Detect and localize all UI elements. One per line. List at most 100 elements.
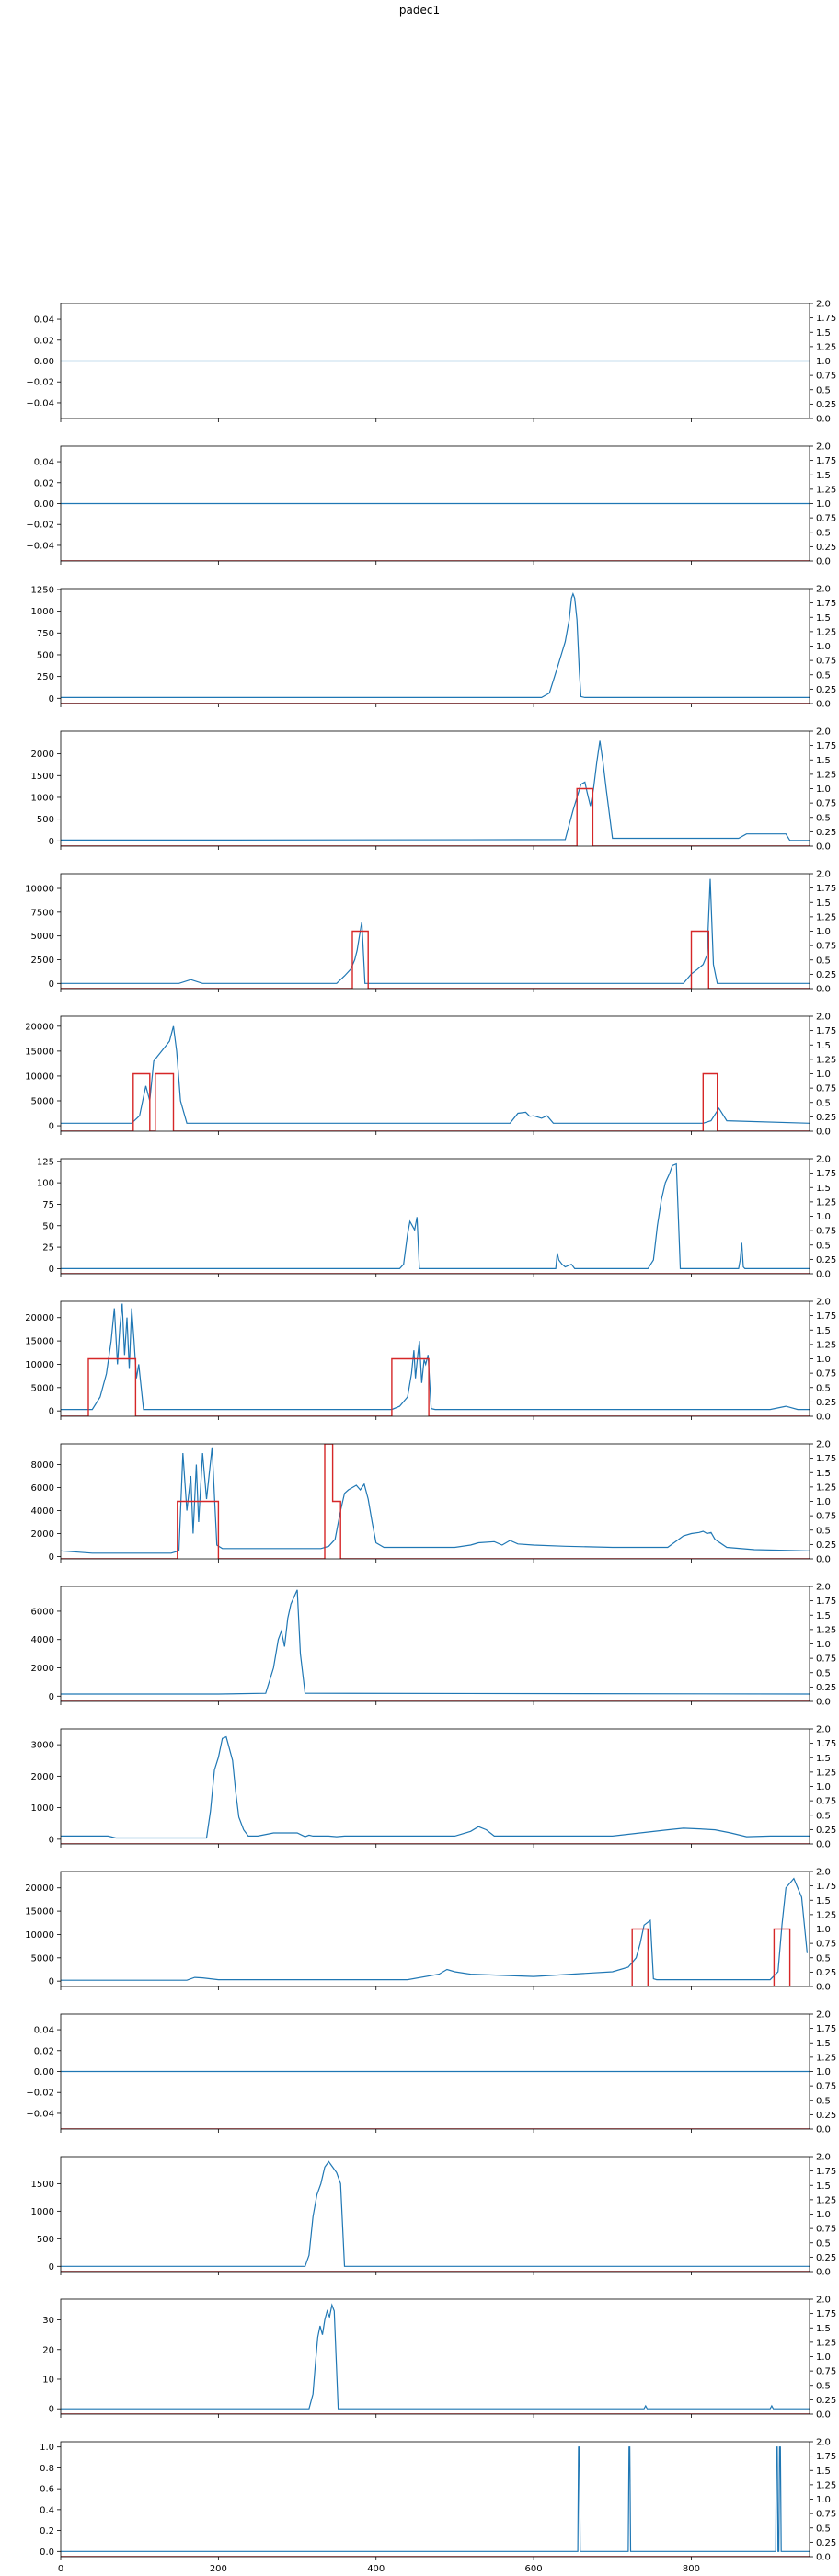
y-tick-label: 0.2 (40, 2526, 54, 2536)
y2-tick-label: 1.0 (816, 1355, 831, 1365)
y2-tick-label: 1.0 (816, 927, 831, 937)
y2-tick-label: 1.0 (816, 1212, 831, 1222)
mask-line (61, 1928, 810, 1986)
y2-tick-label: 0.75 (816, 2367, 836, 2377)
y2-tick-label: 2.0 (816, 2296, 831, 2306)
y-tick-label: 1500 (31, 2180, 54, 2190)
y-tick-label: 0 (49, 1552, 54, 1563)
axes-frame (60, 1871, 810, 1987)
y2-tick-label: 1.5 (816, 1326, 831, 1336)
y2-tick-label: 1.75 (816, 741, 836, 751)
y2-tick-label: 1.5 (816, 2039, 831, 2049)
axes-frame (60, 445, 810, 562)
y2-tick-label: 0.0 (816, 557, 831, 567)
y2-tick-label: 1.5 (816, 1041, 831, 1051)
axes-frame (60, 2156, 810, 2273)
y2-tick-label: 1.75 (816, 1311, 836, 1322)
y-tick-label: 0.6 (40, 2485, 54, 2495)
axes-frame (60, 1586, 810, 1702)
y-tick-label: 20000 (25, 1313, 54, 1323)
y-tick-label: 0.0 (40, 2547, 54, 2558)
y-tick-label: 5000 (31, 1096, 54, 1106)
y2-tick-label: 2.0 (816, 300, 831, 310)
y2-tick-label: 0.5 (816, 528, 831, 538)
y-tick-label: 500 (37, 650, 54, 660)
y2-tick-label: 0.25 (816, 543, 836, 553)
y2-tick-label: 0.5 (816, 2096, 831, 2106)
y2-tick-label: 2.0 (816, 1013, 831, 1023)
y2-tick-label: 1.25 (816, 1340, 836, 1350)
subplot-4: 2000 1500 1000 500 0 0.0 0.25 0.5 0.75 1.0 1.25 1.5… (31, 727, 837, 853)
signal-line (61, 1162, 810, 1269)
y2-tick-label: 1.0 (816, 642, 831, 652)
y2-tick-label: 2.0 (816, 1155, 831, 1165)
y2-tick-label: 1.0 (816, 357, 831, 367)
y2-tick-label: 0.0 (816, 1413, 831, 1423)
y-tick-label: 0.02 (34, 478, 54, 488)
y2-tick-label: 0.0 (816, 1840, 831, 1850)
y2-tick-label: 1.5 (816, 756, 831, 766)
subplot-7: 125 100 75 50 25 0 0.0 0.25 0.5 0.75 1.0 1.25 1.5 1.7… (37, 1155, 836, 1280)
y2-tick-label: 1.25 (816, 1197, 836, 1208)
y2-tick-label: 1.5 (816, 2324, 831, 2334)
y2-tick-label: 1.5 (816, 471, 831, 481)
y2-tick-label: 1.0 (816, 2210, 831, 2220)
y-tick-label: 1000 (31, 1803, 54, 1814)
y2-tick-label: 1.75 (816, 1597, 836, 1607)
y2-tick-label: 0.0 (816, 2268, 831, 2278)
y-tick-label: −0.04 (26, 541, 54, 551)
y-tick-label: −0.04 (26, 2109, 54, 2119)
y-tick-label: 0 (49, 979, 54, 990)
signal-line (61, 1589, 810, 1695)
y-tick-label: 50 (42, 1221, 54, 1231)
y2-tick-label: 1.75 (816, 2167, 836, 2177)
y2-tick-label: 0.75 (816, 1227, 836, 1237)
y2-tick-label: 1.0 (816, 1925, 831, 1935)
axes-frame (60, 1300, 810, 1417)
y-tick-label: 0.02 (34, 336, 54, 346)
y2-tick-label: 1.75 (816, 1882, 836, 1892)
y2-tick-label: 0.5 (816, 2381, 831, 2391)
y2-tick-label: 0.25 (816, 685, 836, 695)
y2-tick-label: 1.5 (816, 1184, 831, 1194)
y2-tick-label: 2.0 (816, 1868, 831, 1878)
y-tick-label: 10 (42, 2375, 54, 2385)
y2-tick-label: 1.0 (816, 499, 831, 509)
y-tick-label: 2000 (31, 750, 54, 760)
y2-tick-label: 0.25 (816, 1540, 836, 1551)
signal-line (61, 2446, 810, 2552)
y2-tick-label: 0.5 (816, 670, 831, 681)
y2-tick-label: 1.25 (816, 912, 836, 922)
y2-tick-label: 2.0 (816, 1440, 831, 1450)
y2-tick-label: 1.25 (816, 2195, 836, 2205)
y2-tick-label: 0.25 (816, 1255, 836, 1265)
axes-frame (60, 303, 810, 419)
axes-frame (60, 1728, 810, 1845)
y2-tick-label: 1.75 (816, 2309, 836, 2319)
y-tick-label: 10000 (25, 1930, 54, 1941)
y2-tick-label: 2.0 (816, 2010, 831, 2021)
axes-frame (60, 2441, 810, 2558)
y2-tick-label: 0.0 (816, 1270, 831, 1280)
mask-line (61, 787, 810, 846)
y-tick-label: −0.02 (26, 378, 54, 388)
y2-tick-label: 0.5 (816, 2238, 831, 2249)
mask-line (61, 1444, 810, 1559)
y2-tick-label: 2.0 (816, 585, 831, 595)
y2-tick-label: 0.25 (816, 400, 836, 410)
y-tick-label: 1250 (31, 585, 54, 595)
y-tick-label: 30 (42, 2316, 54, 2326)
y-tick-label: 2500 (31, 956, 54, 966)
y2-tick-label: 0.25 (816, 1968, 836, 1978)
y2-tick-label: 1.25 (816, 1055, 836, 1065)
y-tick-label: 500 (37, 815, 54, 825)
x-tick-label: 600 (525, 2564, 543, 2574)
y-tick-label: 20000 (25, 1883, 54, 1894)
y2-tick-label: 1.25 (816, 342, 836, 352)
y2-tick-label: 0.75 (816, 799, 836, 809)
y2-tick-label: 2.0 (816, 2438, 831, 2448)
subplot-10: 6000 4000 2000 0 0.0 0.25 0.5 0.75 1.0 1.25 1.5 1.7… (31, 1583, 837, 1708)
y2-tick-label: 0.25 (816, 2111, 836, 2121)
subplot-14: 1500 1000 500 0 0.0 0.25 0.5 0.75 1.0 1.25 1.5 1.75… (31, 2153, 837, 2278)
